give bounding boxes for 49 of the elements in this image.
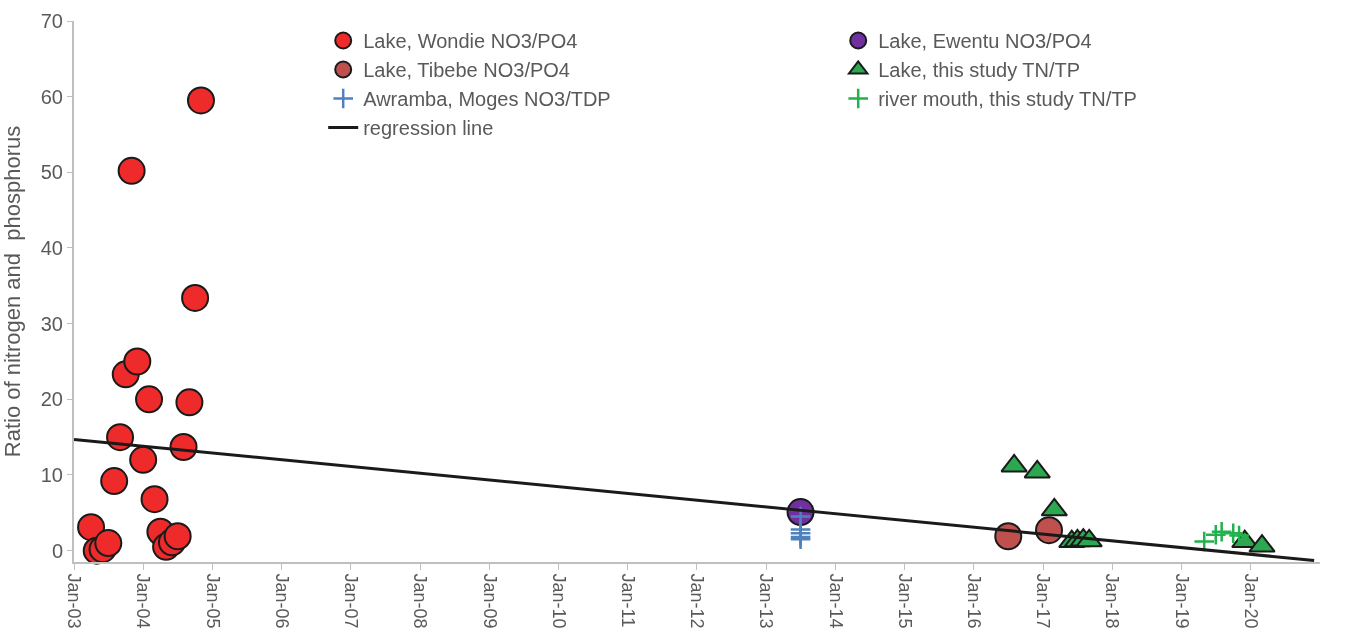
- point: [186, 86, 215, 115]
- legend-label: Lake, Wondie NO3/PO4: [363, 30, 578, 53]
- point: [163, 522, 192, 551]
- legend-label: river mouth, this study TN/TP: [878, 88, 1137, 111]
- x-tick-label: Jan-10: [548, 573, 569, 629]
- x-tick-label: Jan-09: [479, 573, 500, 629]
- legend-label: regression line: [363, 117, 494, 140]
- x-tick-label: Jan-05: [202, 573, 223, 629]
- x-tick-label: Jan-07: [341, 573, 362, 629]
- x-tick-label: Jan-14: [825, 573, 846, 629]
- y-tick-label: 0: [51, 539, 63, 562]
- point: [1210, 520, 1233, 543]
- point: [1228, 524, 1251, 547]
- x-tick-label: Jan-20: [1240, 573, 1261, 629]
- legend-label: Awramba, Moges NO3/TDP: [363, 88, 611, 111]
- y-tick-label: 10: [40, 463, 63, 486]
- point: [135, 385, 164, 414]
- x-tick-label: Jan-17: [1033, 573, 1054, 629]
- x-tick-label: Jan-15: [894, 573, 915, 629]
- x-tick-label: Jan-03: [64, 573, 85, 629]
- x-tick-label: Jan-12: [687, 573, 708, 629]
- x-tick-label: Jan-18: [1102, 573, 1123, 629]
- point: [1204, 523, 1227, 546]
- y-tick-label: 50: [40, 161, 63, 184]
- x-tick-label: Jan-08: [410, 573, 431, 629]
- y-tick-label: 60: [40, 85, 63, 108]
- point: [181, 283, 210, 312]
- y-tick-label: 40: [40, 236, 63, 259]
- x-tick-label: Jan-19: [1171, 573, 1192, 629]
- x-tick-label: Jan-04: [133, 573, 154, 629]
- point: [129, 445, 158, 474]
- legend-label: Lake, this study TN/TP: [878, 59, 1081, 82]
- x-tick-label: Jan-16: [963, 573, 984, 629]
- legend-label: Lake, Ewentu NO3/PO4: [878, 30, 1092, 53]
- point: [100, 467, 129, 496]
- point: [117, 156, 146, 185]
- x-tick-label: Jan-11: [617, 573, 638, 628]
- point: [1222, 522, 1245, 545]
- y-tick-label: 20: [40, 388, 63, 411]
- point: [175, 388, 204, 417]
- point: [123, 347, 152, 376]
- x-tick-label: Jan-13: [756, 573, 777, 629]
- y-tick-label: 30: [40, 312, 63, 335]
- point: [140, 485, 169, 514]
- x-tick-label: Jan-06: [271, 573, 292, 629]
- y-tick-label: 70: [40, 10, 63, 32]
- legend-label: Lake, Tibebe NO3/PO4: [363, 59, 570, 82]
- point: [94, 529, 123, 558]
- y-axis-title: Ratio of nitrogen and phosphorus: [0, 125, 25, 458]
